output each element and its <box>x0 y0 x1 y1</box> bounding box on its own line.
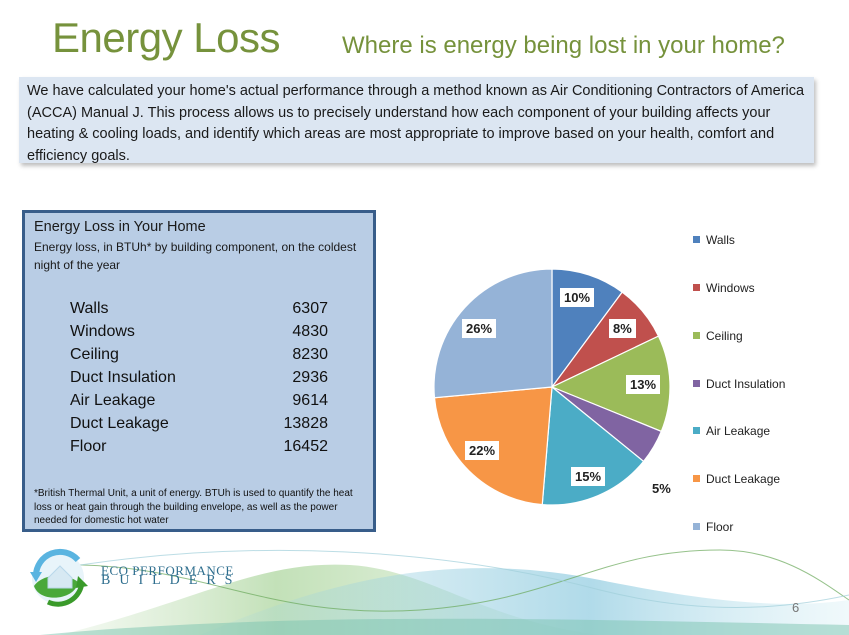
footer-wave-decoration <box>40 549 849 635</box>
row-value: 2936 <box>292 369 328 386</box>
table-row: Air Leakage 9614 <box>70 389 328 412</box>
pie-label-air-leakage: 15% <box>571 467 606 486</box>
row-label: Walls <box>70 300 109 317</box>
legend-swatch-icon <box>693 332 700 339</box>
row-value: 8230 <box>292 346 328 363</box>
pie-slice <box>550 335 671 433</box>
row-value: 6307 <box>292 300 328 317</box>
pie-label-windows: 8% <box>609 319 636 338</box>
legend-swatch-icon <box>693 284 700 291</box>
legend-swatch-icon <box>693 523 700 530</box>
row-label: Ceiling <box>70 346 119 363</box>
panel-subtitle: Energy loss, in BTUh* by building compon… <box>34 240 357 272</box>
legend-item: Duct Leakage <box>693 472 780 486</box>
row-label: Floor <box>70 438 107 455</box>
row-value: 13828 <box>283 415 329 432</box>
energy-loss-table: Walls 6307 Windows 4830 Ceiling 8230 Duct I… <box>70 297 328 458</box>
legend-item: Floor <box>693 520 733 534</box>
table-row: Windows 4830 <box>70 320 328 343</box>
page-number: 6 <box>792 600 800 615</box>
legend-item: Duct Insulation <box>693 377 785 391</box>
table-row: Duct Leakage 13828 <box>70 412 328 435</box>
pie-slice <box>541 385 645 506</box>
intro-box: We have calculated your home's actual pe… <box>19 77 814 164</box>
legend-swatch-icon <box>693 475 700 482</box>
logo-text-line1: ECO PERFORMANCE <box>101 563 234 578</box>
row-value: 9614 <box>292 392 328 409</box>
page-title: Energy Loss <box>52 14 280 61</box>
legend-swatch-icon <box>693 380 700 387</box>
table-row: Walls 6307 <box>70 297 328 320</box>
pie-label-floor: 26% <box>462 319 497 338</box>
legend-item: Ceiling <box>693 329 743 343</box>
pie-label-walls: 10% <box>560 288 595 307</box>
btu-footnote: *British Thermal Unit, a unit of energy.… <box>34 488 353 526</box>
eco-logo-icon <box>30 548 88 607</box>
energy-loss-panel: Energy Loss in Your Home Energy loss, in… <box>22 210 376 532</box>
panel-title: Energy Loss in Your Home <box>34 219 206 235</box>
logo-text-line2: BUILDERS <box>101 573 242 588</box>
table-row: Floor 16452 <box>70 435 328 458</box>
legend-item: Walls <box>693 233 735 247</box>
legend-item: Windows <box>693 281 755 295</box>
legend-item: Air Leakage <box>693 424 770 438</box>
legend-swatch-icon <box>693 236 700 243</box>
row-label: Duct Insulation <box>70 369 176 386</box>
row-label: Air Leakage <box>70 392 156 409</box>
page-subtitle: Where is energy being lost in your home? <box>342 32 785 59</box>
table-row: Ceiling 8230 <box>70 343 328 366</box>
pie-label-ceiling: 13% <box>626 375 661 394</box>
row-label: Windows <box>70 323 135 340</box>
table-row: Duct Insulation 2936 <box>70 366 328 389</box>
pie-label-duct-insulation: 5% <box>652 481 671 496</box>
legend-swatch-icon <box>693 427 700 434</box>
row-value: 16452 <box>283 438 329 455</box>
row-value: 4830 <box>292 323 328 340</box>
row-label: Duct Leakage <box>70 415 169 432</box>
pie-label-duct-leakage: 22% <box>465 441 500 460</box>
